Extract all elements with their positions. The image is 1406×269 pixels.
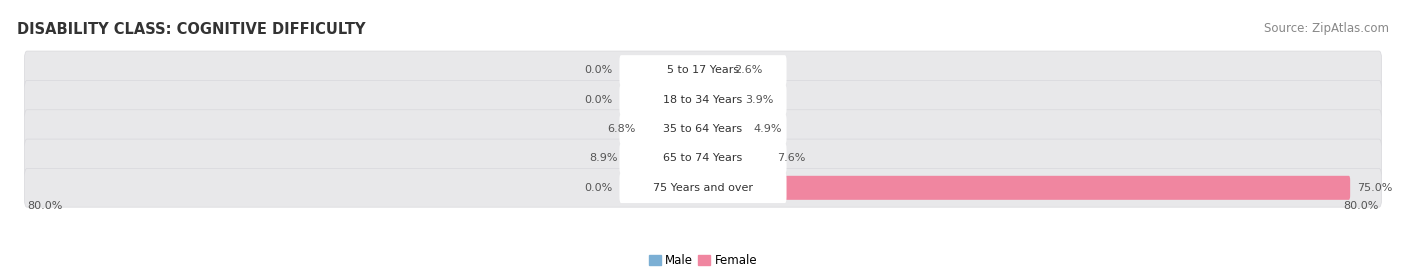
FancyBboxPatch shape xyxy=(702,117,747,141)
FancyBboxPatch shape xyxy=(24,139,1382,178)
Text: 3.9%: 3.9% xyxy=(745,95,773,105)
FancyBboxPatch shape xyxy=(620,172,786,203)
FancyBboxPatch shape xyxy=(626,146,704,171)
FancyBboxPatch shape xyxy=(702,146,769,171)
FancyBboxPatch shape xyxy=(702,176,1350,200)
FancyBboxPatch shape xyxy=(620,55,786,86)
FancyBboxPatch shape xyxy=(702,58,727,82)
FancyBboxPatch shape xyxy=(24,51,1382,90)
Text: 2.6%: 2.6% xyxy=(734,65,762,75)
Text: 80.0%: 80.0% xyxy=(27,201,62,211)
Text: 7.6%: 7.6% xyxy=(778,154,806,164)
Text: 6.8%: 6.8% xyxy=(607,124,636,134)
Text: 8.9%: 8.9% xyxy=(589,154,617,164)
FancyBboxPatch shape xyxy=(620,143,786,174)
FancyBboxPatch shape xyxy=(24,110,1382,148)
FancyBboxPatch shape xyxy=(24,80,1382,119)
FancyBboxPatch shape xyxy=(702,88,738,112)
FancyBboxPatch shape xyxy=(620,114,786,144)
Text: 65 to 74 Years: 65 to 74 Years xyxy=(664,154,742,164)
Text: 35 to 64 Years: 35 to 64 Years xyxy=(664,124,742,134)
Text: 0.0%: 0.0% xyxy=(585,65,613,75)
Text: 0.0%: 0.0% xyxy=(585,183,613,193)
Text: 18 to 34 Years: 18 to 34 Years xyxy=(664,95,742,105)
FancyBboxPatch shape xyxy=(24,168,1382,207)
Text: Source: ZipAtlas.com: Source: ZipAtlas.com xyxy=(1264,22,1389,34)
Legend: Male, Female: Male, Female xyxy=(644,249,762,269)
Text: 0.0%: 0.0% xyxy=(585,95,613,105)
Text: 5 to 17 Years: 5 to 17 Years xyxy=(666,65,740,75)
Text: DISABILITY CLASS: COGNITIVE DIFFICULTY: DISABILITY CLASS: COGNITIVE DIFFICULTY xyxy=(17,22,366,37)
Text: 75 Years and over: 75 Years and over xyxy=(652,183,754,193)
Text: 80.0%: 80.0% xyxy=(1344,201,1379,211)
FancyBboxPatch shape xyxy=(643,117,704,141)
FancyBboxPatch shape xyxy=(620,84,786,115)
Text: 75.0%: 75.0% xyxy=(1358,183,1393,193)
Text: 4.9%: 4.9% xyxy=(754,124,782,134)
